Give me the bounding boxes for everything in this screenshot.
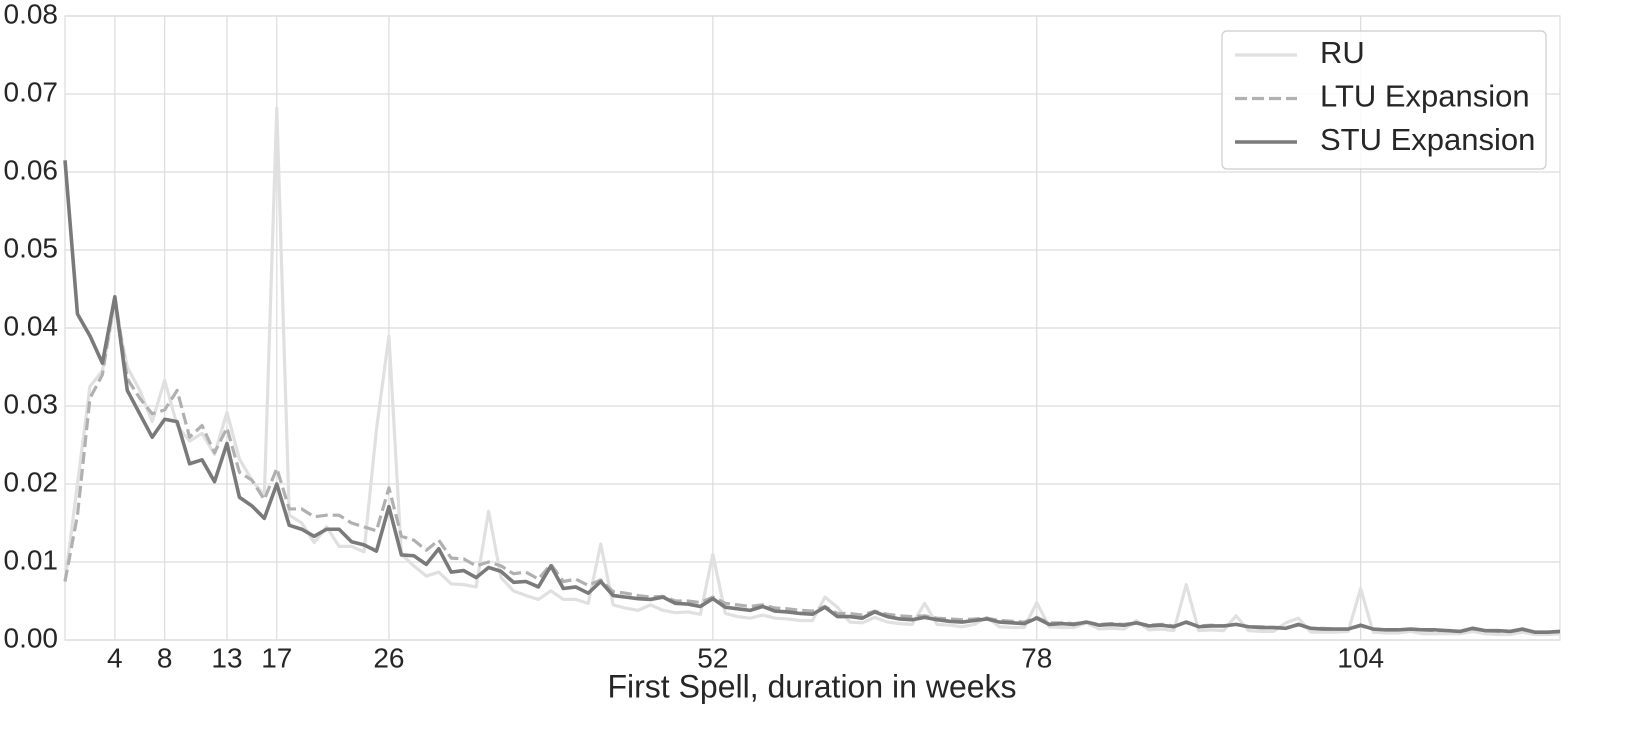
y-tick-label: 0.01 — [4, 544, 59, 575]
legend-label: RU — [1320, 35, 1365, 70]
legend-label: LTU Expansion — [1320, 79, 1530, 114]
y-tick-label: 0.08 — [4, 0, 59, 29]
x-tick-label: 13 — [211, 642, 242, 673]
x-tick-label: 4 — [107, 642, 123, 673]
x-tick-label: 17 — [261, 642, 292, 673]
x-tick-label: 52 — [697, 642, 728, 673]
y-tick-label: 0.04 — [4, 310, 59, 341]
x-axis-label: First Spell, duration in weeks — [607, 668, 1016, 704]
x-tick-label: 8 — [157, 642, 173, 673]
plot-frame — [64, 15, 1561, 641]
y-tick-label: 0.05 — [4, 232, 59, 263]
legend-box — [1221, 30, 1547, 170]
y-tick-label: 0.07 — [4, 76, 59, 107]
y-tick-label: 0.03 — [4, 388, 59, 419]
series-line — [63, 160, 1561, 634]
series-line — [63, 106, 1561, 637]
legend-label: STU Expansion — [1320, 122, 1535, 157]
y-tick-label: 0.00 — [4, 622, 59, 653]
x-tick-label: 26 — [373, 642, 404, 673]
x-tick-label: 104 — [1337, 642, 1384, 673]
x-tick-label: 78 — [1021, 642, 1052, 673]
y-tick-label: 0.02 — [4, 466, 59, 497]
y-tick-label: 0.06 — [4, 154, 59, 185]
